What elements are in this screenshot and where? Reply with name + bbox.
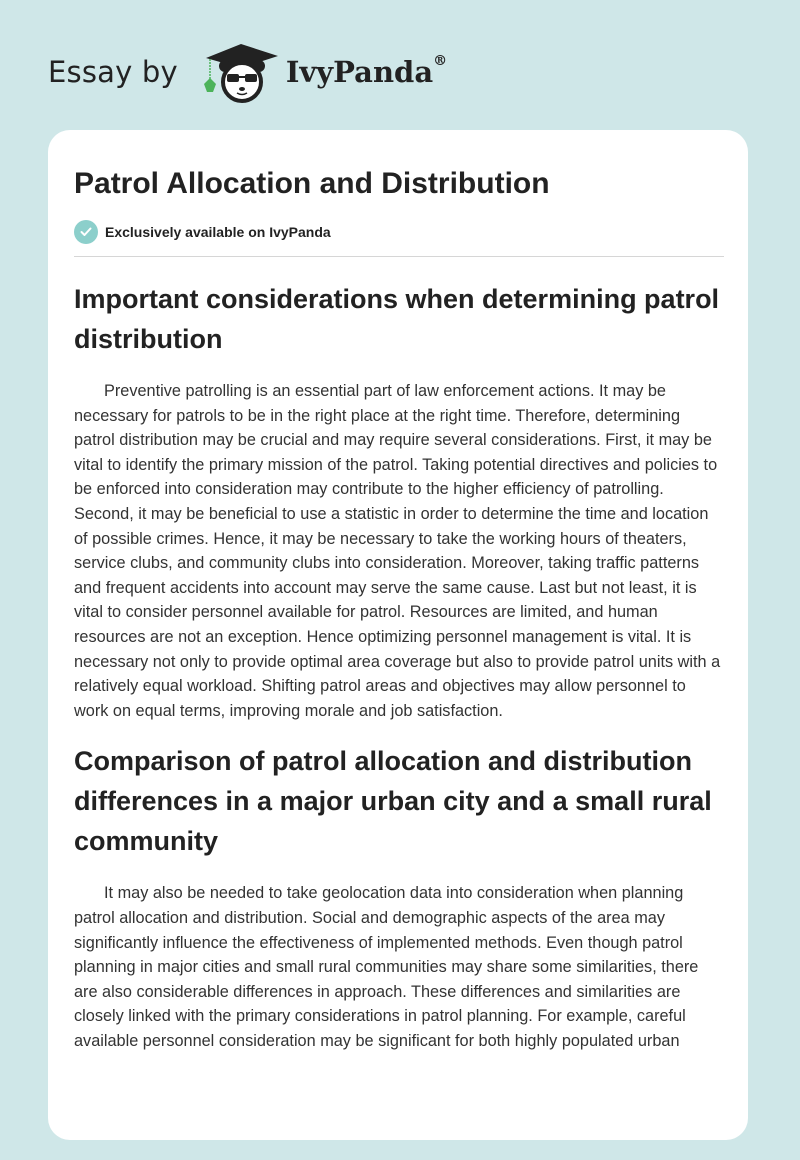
check-icon — [74, 220, 98, 244]
essay-card: Patrol Allocation and Distribution Exclu… — [48, 130, 748, 1140]
section-heading: Important considerations when determinin… — [74, 284, 720, 354]
section-paragraph: Preventive patrolling is an essential pa… — [74, 382, 721, 720]
badge-label: Exclusively available on IvyPanda — [105, 224, 331, 240]
divider — [74, 256, 724, 257]
page-title: Patrol Allocation and Distribution — [74, 167, 550, 200]
exclusive-badge: Exclusively available on IvyPanda — [74, 220, 724, 244]
brand-name: IvyPanda — [285, 55, 434, 89]
ivypanda-wordmark: IvyPanda® — [285, 53, 448, 89]
panda-logo-icon — [203, 44, 278, 103]
section-paragraph: It may also be needed to take geolocatio… — [74, 884, 699, 1050]
section-heading: Comparison of patrol allocation and dist… — [74, 746, 712, 857]
brand-header: Essay by IvyPanda® — [48, 40, 447, 104]
essay-by-label: Essay by — [48, 55, 178, 89]
registered-mark: ® — [433, 53, 448, 69]
